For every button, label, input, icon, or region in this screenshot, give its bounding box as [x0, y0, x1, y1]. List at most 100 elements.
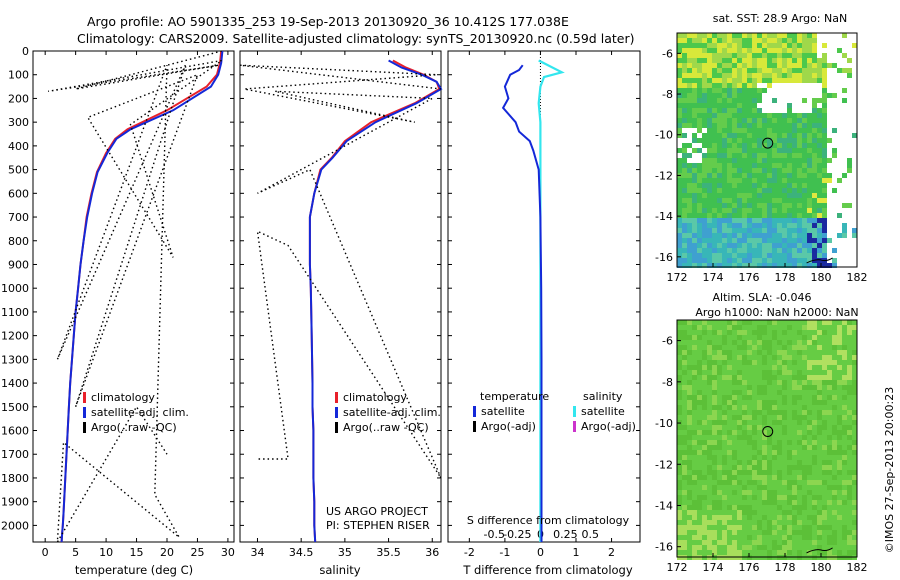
sst-map-cell	[752, 53, 757, 58]
sla-map-cell	[847, 435, 852, 440]
sst-map-cell	[742, 228, 747, 233]
sla-map-xtick-label: 172	[667, 561, 688, 574]
sla-map-cell	[802, 395, 807, 400]
sla-map-cell	[727, 450, 732, 455]
sst-map-cell	[732, 58, 737, 63]
sla-map-cell	[712, 345, 717, 350]
sst-map-cell	[702, 133, 707, 138]
sst-map-cell	[777, 138, 782, 143]
sla-map-cell	[697, 535, 702, 540]
sla-map-cell	[687, 370, 692, 375]
sst-map-cell	[717, 113, 722, 118]
sst-map-cell	[797, 193, 802, 198]
sst-map-cell	[732, 223, 737, 228]
sla-map-cell	[772, 465, 777, 470]
sst-map-cell	[757, 173, 762, 178]
sla-map-cell	[837, 380, 842, 385]
sst-map-cell	[812, 223, 817, 228]
sst-map-cell	[737, 163, 742, 168]
sst-map-cell	[812, 193, 817, 198]
sla-map-cell	[752, 535, 757, 540]
sst-map-cell	[742, 173, 747, 178]
sla-map-cell	[722, 550, 727, 555]
sla-map-cell	[837, 320, 842, 325]
sla-map-cell	[807, 435, 812, 440]
sla-map-cell	[767, 525, 772, 530]
sst-map-cell	[692, 118, 697, 123]
sla-map-cell	[697, 390, 702, 395]
sst-map-cell	[757, 93, 762, 98]
sla-map-cell	[737, 475, 742, 480]
sla-map-cell	[852, 470, 857, 475]
sla-map-cell	[732, 330, 737, 335]
sla-map-cell	[777, 540, 782, 545]
sla-map-cell	[777, 420, 782, 425]
sla-map-cell	[682, 415, 687, 420]
sla-map-cell	[822, 550, 827, 555]
sla-map-cell	[702, 365, 707, 370]
sla-map-cell	[677, 390, 682, 395]
sst-map-cell	[697, 48, 702, 53]
sla-map-cell	[802, 365, 807, 370]
sla-map-cell	[802, 465, 807, 470]
sla-map-cell	[687, 410, 692, 415]
sla-map-cell	[717, 360, 722, 365]
sla-map-cell	[847, 500, 852, 505]
sla-map-cell	[797, 540, 802, 545]
sst-map-cell	[822, 198, 827, 203]
sla-map-cell	[727, 345, 732, 350]
sla-map-cell	[712, 525, 717, 530]
sla-map-cell	[702, 420, 707, 425]
sla-map-cell	[797, 480, 802, 485]
sst-map-cell	[812, 53, 817, 58]
sla-map-cell	[697, 545, 702, 550]
sst-map-cell	[702, 63, 707, 68]
sst-map-cell	[727, 178, 732, 183]
sst-map-cell	[742, 168, 747, 173]
sst-map-cell	[682, 188, 687, 193]
sla-map-cell	[732, 325, 737, 330]
sst-map-cell	[717, 213, 722, 218]
sst-map-cell	[752, 253, 757, 258]
sst-map-cell	[747, 153, 752, 158]
sla-map-cell	[847, 525, 852, 530]
sla-map-cell	[822, 350, 827, 355]
sst-map-cell	[682, 183, 687, 188]
sst-map-cell	[692, 198, 697, 203]
sla-map-cell	[692, 495, 697, 500]
sst-map-cell	[782, 203, 787, 208]
sst-map-cell	[687, 238, 692, 243]
sst-map-cell	[742, 163, 747, 168]
sla-map-cell	[822, 410, 827, 415]
sst-map-cell	[727, 183, 732, 188]
sla-map-cell	[767, 370, 772, 375]
sla-map-cell	[812, 550, 817, 555]
sst-map-cell	[732, 68, 737, 73]
sla-map-cell	[777, 490, 782, 495]
sla-map-cell	[792, 370, 797, 375]
sst-map-cell	[732, 238, 737, 243]
sst-map-cell	[787, 203, 792, 208]
sla-map-cell	[807, 355, 812, 360]
sst-map-cell	[767, 183, 772, 188]
sst-map-cell	[727, 193, 732, 198]
sst-map-cell	[712, 108, 717, 113]
sst-map-cell	[687, 208, 692, 213]
sla-map-cell	[837, 490, 842, 495]
sst-map-cell	[822, 98, 827, 103]
sla-map-cell	[702, 435, 707, 440]
sst-map-cell	[737, 198, 742, 203]
sst-map-cell	[712, 128, 717, 133]
sla-map-cell	[832, 430, 837, 435]
sla-map-cell	[687, 350, 692, 355]
sst-map-cell	[697, 193, 702, 198]
sla-map-cell	[852, 375, 857, 380]
sst-map-cell	[817, 113, 822, 118]
sla-map-cell	[747, 405, 752, 410]
sst-map-cell	[782, 128, 787, 133]
sst-map-cell	[702, 208, 707, 213]
sst-map-cell	[782, 228, 787, 233]
sst-map-cell	[692, 73, 697, 78]
sla-map-cell	[767, 520, 772, 525]
sla-map-cell	[687, 485, 692, 490]
